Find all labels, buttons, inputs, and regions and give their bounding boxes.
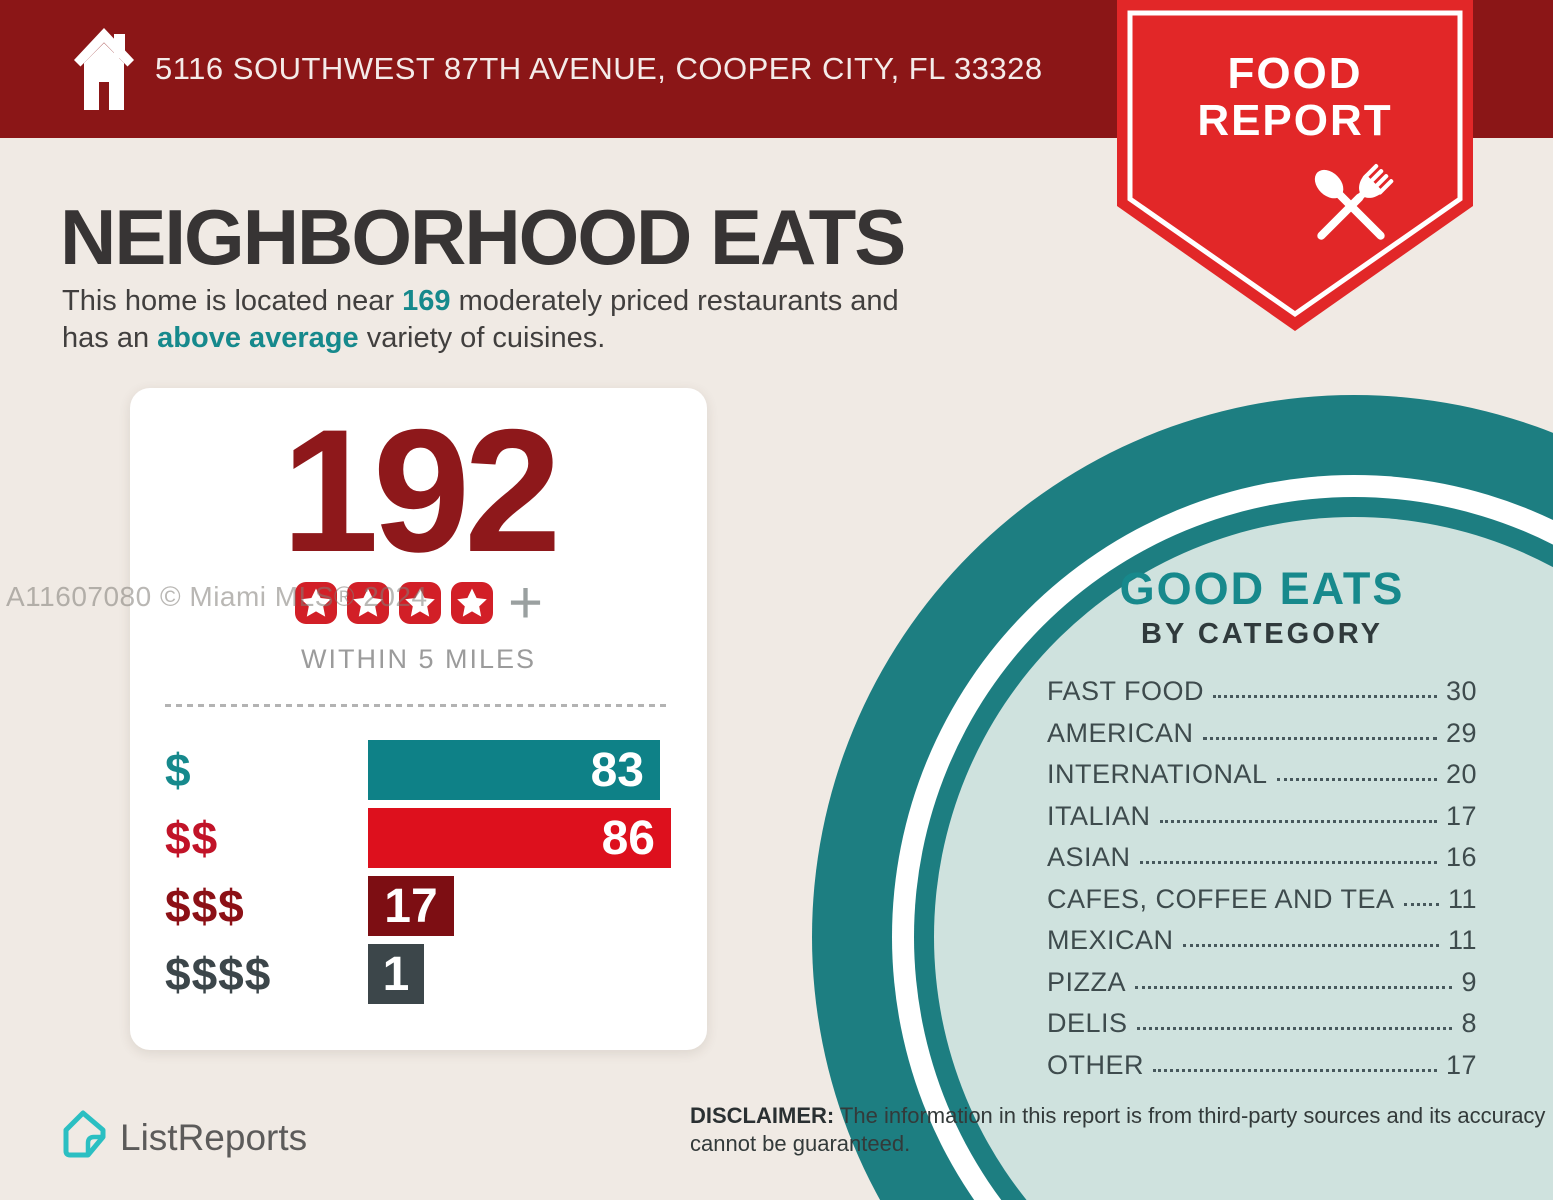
bar-label: $$ (165, 812, 219, 864)
list-item: PIZZA 9 (1047, 962, 1477, 1004)
category-label: ITALIAN (1047, 800, 1151, 831)
bar-label: $$$ (165, 880, 245, 932)
star-icons (294, 581, 494, 625)
good-eats-subtitle: BY CATEGORY (1141, 618, 1383, 650)
restaurant-count: 169 (402, 285, 451, 317)
category-count: 16 (1445, 842, 1477, 873)
bar-value: 83 (590, 743, 644, 797)
property-address: 5116 SOUTHWEST 87TH AVENUE, COOPER CITY,… (155, 51, 1043, 86)
category-label: PIZZA (1047, 966, 1127, 997)
home-icon (72, 26, 136, 119)
dotted-leader (1276, 778, 1437, 782)
category-count: 30 (1445, 676, 1477, 707)
badge-title-line1: FOOD (1227, 49, 1363, 98)
category-label: AMERICAN (1047, 717, 1194, 748)
bar-label: $$$$ (165, 948, 272, 1000)
category-label: DELIS (1047, 1008, 1128, 1039)
category-count: 29 (1445, 717, 1477, 748)
price-tier-bar-chart: $ 83 $$ 86 $$$ 17 $$$$ 1 (130, 740, 707, 1012)
list-item: MEXICAN 11 (1047, 920, 1477, 962)
category-count: 17 (1445, 800, 1477, 831)
list-item: ASIAN 16 (1047, 837, 1477, 879)
list-item: FAST FOOD 30 (1047, 671, 1477, 713)
intro-text-part1: This home is located near (62, 285, 403, 317)
ribbon-shape (1117, 0, 1473, 331)
list-item: ITALIAN 17 (1047, 796, 1477, 838)
disclaimer-text: DISCLAIMER: The information in this repo… (690, 1103, 1546, 1156)
intro-text-part4: variety of cuisines. (358, 322, 606, 354)
dotted-leader (1403, 902, 1439, 906)
dotted-leader (1139, 861, 1437, 865)
bar-row-dollar3: $$$ 17 (130, 876, 707, 936)
disclaimer-label: DISCLAIMER: (690, 1103, 835, 1128)
intro-text: This home is located near 169 moderately… (62, 283, 899, 357)
good-eats-title: GOOD EATS (1119, 563, 1405, 614)
category-label: OTHER (1047, 1049, 1144, 1080)
category-count: 9 (1461, 966, 1477, 997)
bar-value: 86 (601, 811, 655, 865)
intro-text-part2: moderately priced restaurants and (450, 285, 899, 317)
dotted-leader (1202, 736, 1437, 740)
bar-row-dollar: $ 83 (130, 740, 707, 800)
bar: 17 (368, 876, 454, 936)
bar-value: 17 (384, 879, 438, 933)
dotted-leader (1213, 695, 1437, 699)
range-label: WITHIN 5 MILES (300, 644, 537, 674)
bar-row-dollar4: $$$$ 1 (130, 944, 707, 1004)
star-icon (294, 582, 337, 624)
mls-watermark: A11607080 © Miami MLS® 2024 (6, 581, 428, 612)
dashed-divider (165, 704, 670, 707)
star-icon (346, 582, 389, 624)
bar: 1 (368, 944, 424, 1004)
star-icon (398, 582, 441, 624)
star-rating: + (130, 569, 707, 636)
list-item: INTERNATIONAL 20 (1047, 754, 1477, 796)
category-label: INTERNATIONAL (1047, 759, 1268, 790)
category-label: CAFES, COFFEE AND TEA (1047, 883, 1395, 914)
brand-name: ListReports (120, 1116, 308, 1158)
good-eats-panel: GOOD EATS BY CATEGORY FAST FOOD 30 AMERIC… (1047, 563, 1477, 1086)
bar-row-dollar2: $$ 86 (130, 808, 707, 868)
dotted-leader (1182, 944, 1439, 948)
badge-title-line2: REPORT (1197, 96, 1393, 145)
bar: 83 (368, 740, 660, 800)
bar: 86 (368, 808, 671, 868)
bar-value: 1 (382, 947, 410, 1001)
category-label: FAST FOOD (1047, 676, 1205, 707)
variety-highlight: above average (157, 322, 359, 354)
food-report-badge: FOOD REPORT (1117, 0, 1473, 332)
list-item: CAFES, COFFEE AND TEA 11 (1047, 879, 1477, 921)
list-item: OTHER 17 (1047, 1045, 1477, 1087)
page-title: NEIGHBORHOOD EATS (60, 193, 906, 281)
list-item: AMERICAN 29 (1047, 713, 1477, 755)
dotted-leader (1153, 1068, 1437, 1072)
plus-sign: + (507, 569, 544, 636)
category-count: 8 (1461, 1008, 1477, 1039)
category-count: 17 (1445, 1049, 1477, 1080)
listreports-icon (58, 1108, 108, 1167)
dotted-leader (1136, 1027, 1453, 1031)
total-restaurant-count: 192 (281, 394, 562, 589)
category-count: 20 (1445, 759, 1477, 790)
category-count: 11 (1447, 883, 1477, 914)
category-list: FAST FOOD 30 AMERICAN 29 INTERNATIONAL 20 I… (1047, 671, 1477, 1086)
dotted-leader (1159, 819, 1437, 823)
dotted-leader (1135, 985, 1453, 989)
category-count: 11 (1447, 925, 1477, 956)
listreports-logo: ListReports (58, 1108, 307, 1167)
star-icon (450, 582, 493, 624)
intro-text-part3: has an (62, 322, 158, 354)
category-label: MEXICAN (1047, 925, 1174, 956)
restaurant-stats-card: 192 + WITHIN 5 MILES $ 83 $$ (130, 388, 707, 1050)
list-item: DELIS 8 (1047, 1003, 1477, 1045)
bar-label: $ (165, 744, 192, 796)
category-label: ASIAN (1047, 842, 1131, 873)
